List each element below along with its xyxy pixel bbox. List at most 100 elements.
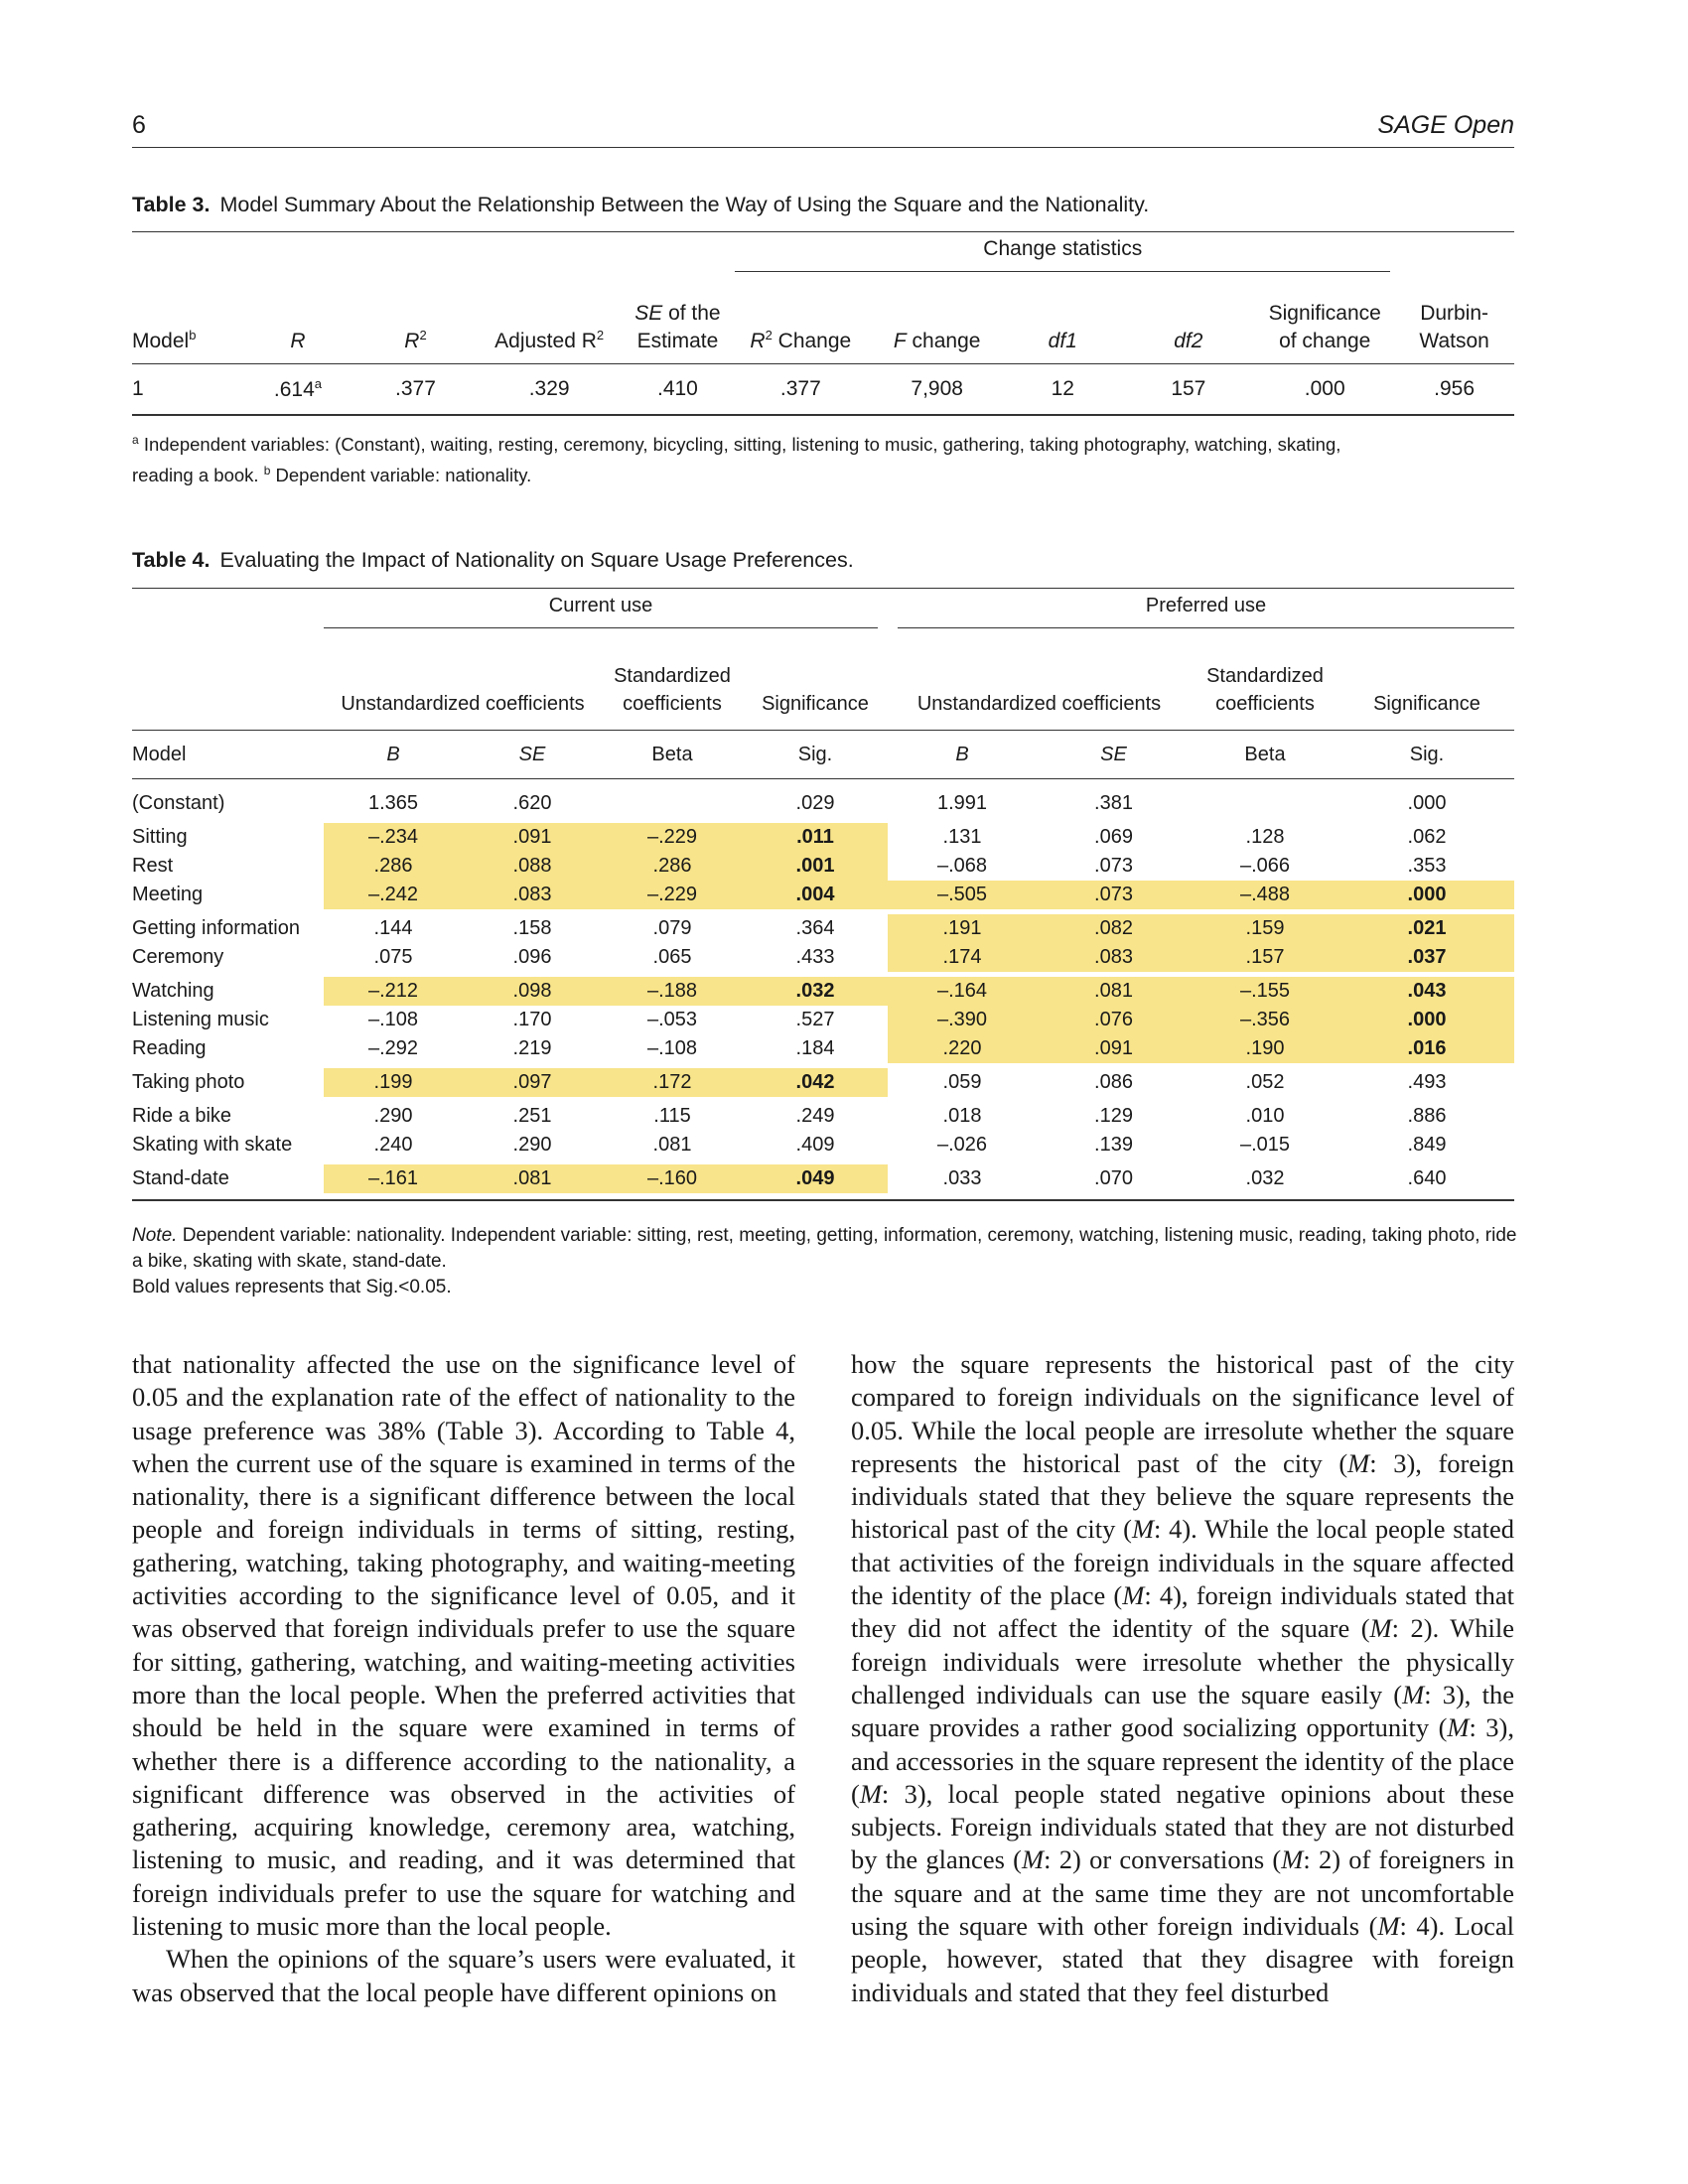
table4-caption: Table 4. Evaluating the Impact of Nationa… [132, 548, 854, 573]
row-label: Watching [132, 980, 214, 1002]
table-cell: –.505 [888, 881, 1037, 909]
table-cell: .172 [602, 1068, 743, 1097]
table-cell: .433 [795, 946, 835, 968]
table-row: Listening music –.108.170 –.053.527 –.390.0… [132, 1006, 1514, 1034]
table-cell: .000 [1339, 881, 1514, 909]
table-cell: –.108 [367, 1009, 419, 1030]
t4-sig-preferred: Significance [1373, 693, 1480, 715]
row-label: Ceremony [132, 946, 224, 968]
table-cell: –.292 [367, 1037, 419, 1059]
table-cell: .170 [512, 1009, 552, 1030]
table-cell: .364 [795, 917, 835, 939]
table-cell: .049 [743, 1164, 888, 1193]
table-cell: .640 [1407, 1167, 1447, 1189]
table-cell: –.155 [1191, 977, 1339, 1006]
table-cell: .144 [373, 917, 413, 939]
table-cell: –.160 [602, 1164, 743, 1193]
table-cell: .157 [1191, 943, 1339, 972]
table-cell: .052 [1245, 1071, 1285, 1093]
table-cell: .199 [324, 1068, 463, 1097]
row-label: Rest [132, 855, 174, 877]
table-cell: .158 [512, 917, 552, 939]
table-cell: .381 [1094, 792, 1133, 814]
table-cell: .042 [743, 1068, 888, 1097]
table-cell: –.068 [936, 855, 988, 877]
row-label: Stand-date [132, 1167, 229, 1189]
t4-std-preferred: Standardized coefficients [1206, 665, 1324, 715]
table3-caption-text: Model Summary About the Relationship Bet… [219, 193, 1150, 216]
table-row: Meeting –.242.083 –.229.004 –.505.073 –.488.… [132, 881, 1514, 909]
table-cell: .251 [512, 1105, 552, 1127]
row-label: Getting information [132, 917, 300, 939]
t3-col-df2: df2 [1174, 330, 1203, 352]
table-cell: .191 [888, 914, 1037, 943]
table-cell: .073 [1037, 881, 1191, 909]
table3-label: Table 3. [132, 193, 211, 216]
table-cell: .139 [1094, 1134, 1133, 1156]
table-cell: .190 [1191, 1034, 1339, 1063]
table-cell: .086 [1094, 1071, 1133, 1093]
table4-note: Note. Dependent variable: nationality. I… [132, 1225, 1517, 1297]
table-cell: –.108 [646, 1037, 698, 1059]
table-cell: .286 [324, 852, 463, 881]
table-cell: .033 [942, 1167, 982, 1189]
table-cell: .620 [512, 792, 552, 814]
table-cell: .043 [1339, 977, 1514, 1006]
table-cell: .240 [373, 1134, 413, 1156]
row-label: Reading [132, 1037, 207, 1059]
table-cell: .073 [1094, 855, 1133, 877]
page-number: 6 [132, 111, 146, 139]
table-cell: .220 [888, 1034, 1037, 1063]
body-column-left: that nationality affected the use on the… [132, 1348, 795, 2009]
table3-caption: Table 3. Model Summary About the Relation… [132, 193, 1149, 217]
table-cell: –.164 [888, 977, 1037, 1006]
table-cell: 1.991 [936, 792, 988, 814]
table-cell: –.234 [324, 823, 463, 852]
t3-col-r: R [290, 330, 306, 352]
row-label: Skating with skate [132, 1134, 293, 1156]
table-cell: .000 [1339, 1006, 1514, 1034]
table-row: (Constant) 1.365 .620 .029 1.991 .381 .000 [132, 789, 1514, 818]
table-cell: –.188 [602, 977, 743, 1006]
t3-col-df1: df1 [1048, 330, 1077, 352]
table-cell: .286 [602, 852, 743, 881]
t4-std-current: Standardized coefficients [614, 665, 731, 715]
table-cell: .070 [1094, 1167, 1133, 1189]
paragraph: how the square represents the historical… [851, 1349, 1515, 2007]
change-statistics-header: Change statistics [735, 237, 1391, 272]
table-cell: .409 [795, 1134, 835, 1156]
table3-footnote: a Independent variables: (Constant), wai… [132, 433, 1341, 486]
table-cell: .000 [1407, 792, 1447, 814]
row-spacer [132, 779, 1514, 790]
journal-name: SAGE Open [1377, 111, 1514, 139]
table-cell: .032 [1245, 1167, 1285, 1189]
table-cell: .059 [942, 1071, 982, 1093]
row-spacer [132, 1193, 1514, 1200]
running-head: 6 SAGE Open [132, 107, 1514, 148]
paragraph: When the opinions of the square’s users … [132, 1944, 795, 2007]
table-cell: .290 [373, 1105, 413, 1127]
table-cell: .081 [463, 1164, 602, 1193]
table-cell: –.066 [1239, 855, 1291, 877]
table-cell: .184 [795, 1037, 835, 1059]
table-cell: .219 [512, 1037, 552, 1059]
t3-col-model: Modelb [132, 328, 197, 352]
t3-col-significance: Significance of change [1268, 302, 1381, 352]
table-cell: .174 [888, 943, 1037, 972]
table-cell: .001 [743, 852, 888, 881]
table-cell: .076 [1037, 1006, 1191, 1034]
table-cell: .493 [1407, 1071, 1447, 1093]
table-cell: .249 [795, 1105, 835, 1127]
table-cell: .129 [1094, 1105, 1133, 1127]
table-cell: .037 [1339, 943, 1514, 972]
row-label: Ride a bike [132, 1105, 232, 1127]
table-cell: .290 [512, 1134, 552, 1156]
table-cell: .032 [743, 977, 888, 1006]
row-label: Listening music [132, 1009, 269, 1030]
table-row: Skating with skate .240 .290 .081 .409 –.026.… [132, 1131, 1514, 1160]
t4-sig-current: Significance [762, 693, 869, 715]
table-cell: .018 [942, 1105, 982, 1127]
table-cell: .004 [743, 881, 888, 909]
table-cell: .016 [1339, 1034, 1514, 1063]
table-cell: .082 [1037, 914, 1191, 943]
